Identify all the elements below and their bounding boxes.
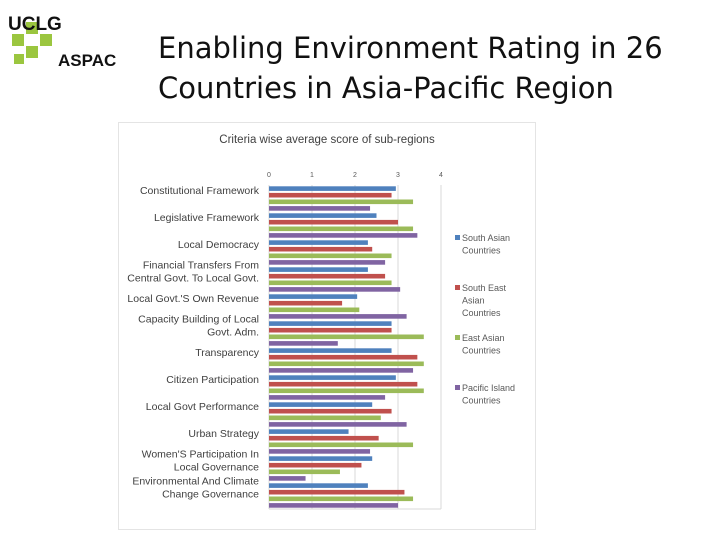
bar-s0-c9 bbox=[269, 429, 349, 434]
category-label: Capacity Building of Local Govt. Adm. bbox=[138, 314, 259, 339]
chart-container: Criteria wise average score of sub-regio… bbox=[118, 122, 536, 530]
slide-title: Enabling Environment Rating in 26 Countr… bbox=[158, 28, 718, 108]
bar-s2-c2 bbox=[269, 253, 392, 259]
category-label: Financial Transfers From Central Govt. To… bbox=[127, 260, 259, 285]
bar-s1-c10 bbox=[269, 462, 362, 468]
slide-title-line-2: Countries in Asia-Pacific Region bbox=[158, 71, 614, 105]
bar-s1-c9 bbox=[269, 435, 379, 441]
bar-s3-c8 bbox=[269, 422, 407, 427]
category-label: Citizen Participation bbox=[166, 374, 259, 386]
uclg-aspac-logo: UCLG ASPAC bbox=[8, 14, 116, 70]
category-label: Local Democracy bbox=[178, 239, 260, 251]
bar-s2-c5 bbox=[269, 334, 424, 340]
logo-text-bottom: ASPAC bbox=[58, 51, 116, 70]
bar-s1-c7 bbox=[269, 381, 418, 387]
bar-s0-c4 bbox=[269, 294, 358, 299]
legend-swatch-1 bbox=[455, 285, 460, 290]
chart-legend: South Asian Countries South East Asian Count… bbox=[455, 233, 515, 406]
bar-s3-c3 bbox=[269, 287, 401, 292]
legend-label-1: South East Asian Countries bbox=[462, 283, 507, 318]
bar-s3-c11 bbox=[269, 503, 398, 508]
bar-s1-c4 bbox=[269, 300, 343, 306]
bar-s2-c4 bbox=[269, 307, 360, 313]
bar-s2-c9 bbox=[269, 442, 414, 448]
bar-s0-c0 bbox=[269, 186, 396, 191]
slide-title-line-1: Enabling Environment Rating in 26 bbox=[158, 31, 663, 65]
category-label: Local Govt.'S Own Revenue bbox=[127, 293, 259, 305]
bar-s0-c1 bbox=[269, 213, 377, 218]
bar-s3-c4 bbox=[269, 314, 407, 319]
category-label: Environmental And Climate Change Governan… bbox=[132, 476, 259, 501]
bar-s2-c3 bbox=[269, 280, 392, 286]
x-tick-label: 4 bbox=[439, 172, 443, 179]
bar-s1-c1 bbox=[269, 219, 398, 225]
bar-s2-c0 bbox=[269, 199, 414, 205]
x-tick-label: 1 bbox=[310, 172, 314, 179]
chart-gridlines bbox=[268, 185, 442, 510]
bar-s1-c2 bbox=[269, 246, 373, 252]
bar-s3-c5 bbox=[269, 341, 338, 346]
bar-s0-c6 bbox=[269, 348, 392, 353]
bar-s0-c10 bbox=[269, 456, 373, 461]
bar-s3-c7 bbox=[269, 395, 386, 400]
category-label: Legislative Framework bbox=[154, 212, 260, 224]
bar-s2-c11 bbox=[269, 496, 414, 502]
bar-s2-c1 bbox=[269, 226, 414, 232]
bar-s0-c11 bbox=[269, 483, 368, 488]
category-label: Women'S Participation In Local Governance bbox=[142, 449, 260, 474]
bar-s1-c5 bbox=[269, 327, 392, 333]
legend-swatch-0 bbox=[455, 235, 460, 240]
logo-text-top: UCLG bbox=[8, 14, 62, 35]
legend-label-3: Pacific Island Countries bbox=[462, 383, 515, 406]
bar-s1-c6 bbox=[269, 354, 418, 360]
bar-s3-c10 bbox=[269, 476, 306, 481]
bar-s1-c0 bbox=[269, 192, 392, 198]
legend-swatch-3 bbox=[455, 385, 460, 390]
bar-s0-c5 bbox=[269, 321, 392, 326]
bar-s1-c3 bbox=[269, 273, 386, 279]
bar-s3-c9 bbox=[269, 449, 371, 454]
bar-s3-c2 bbox=[269, 260, 386, 265]
x-tick-label: 3 bbox=[396, 172, 400, 179]
category-label: Local Govt Performance bbox=[146, 401, 259, 413]
bar-s0-c7 bbox=[269, 375, 396, 380]
bar-s3-c1 bbox=[269, 233, 418, 238]
bar-s2-c6 bbox=[269, 361, 424, 367]
bar-s2-c10 bbox=[269, 469, 340, 475]
bar-s0-c3 bbox=[269, 267, 368, 272]
bar-s2-c8 bbox=[269, 415, 381, 421]
bar-s3-c0 bbox=[269, 206, 371, 211]
bar-s0-c2 bbox=[269, 240, 368, 245]
legend-swatch-2 bbox=[455, 335, 460, 340]
category-label: Urban Strategy bbox=[188, 428, 259, 440]
legend-label-2: East Asian Countries bbox=[462, 333, 505, 356]
bar-s2-c7 bbox=[269, 388, 424, 394]
bar-s3-c6 bbox=[269, 368, 414, 373]
x-tick-label: 2 bbox=[353, 172, 357, 179]
bar-s1-c11 bbox=[269, 489, 405, 495]
category-label: Transparency bbox=[195, 347, 260, 359]
chart-title: Criteria wise average score of sub-regio… bbox=[219, 134, 435, 146]
legend-label-0: South Asian Countries bbox=[462, 233, 510, 256]
chart-bars bbox=[269, 186, 424, 508]
bar-s1-c8 bbox=[269, 408, 392, 414]
bar-chart: Criteria wise average score of sub-regio… bbox=[127, 134, 515, 510]
x-axis-tick-labels: 0 1 2 3 4 bbox=[267, 172, 443, 179]
y-axis-category-labels: Constitutional Framework Legislative Fram… bbox=[127, 185, 259, 501]
category-label: Constitutional Framework bbox=[140, 185, 260, 197]
bar-s0-c8 bbox=[269, 402, 373, 407]
x-tick-label: 0 bbox=[267, 172, 271, 179]
